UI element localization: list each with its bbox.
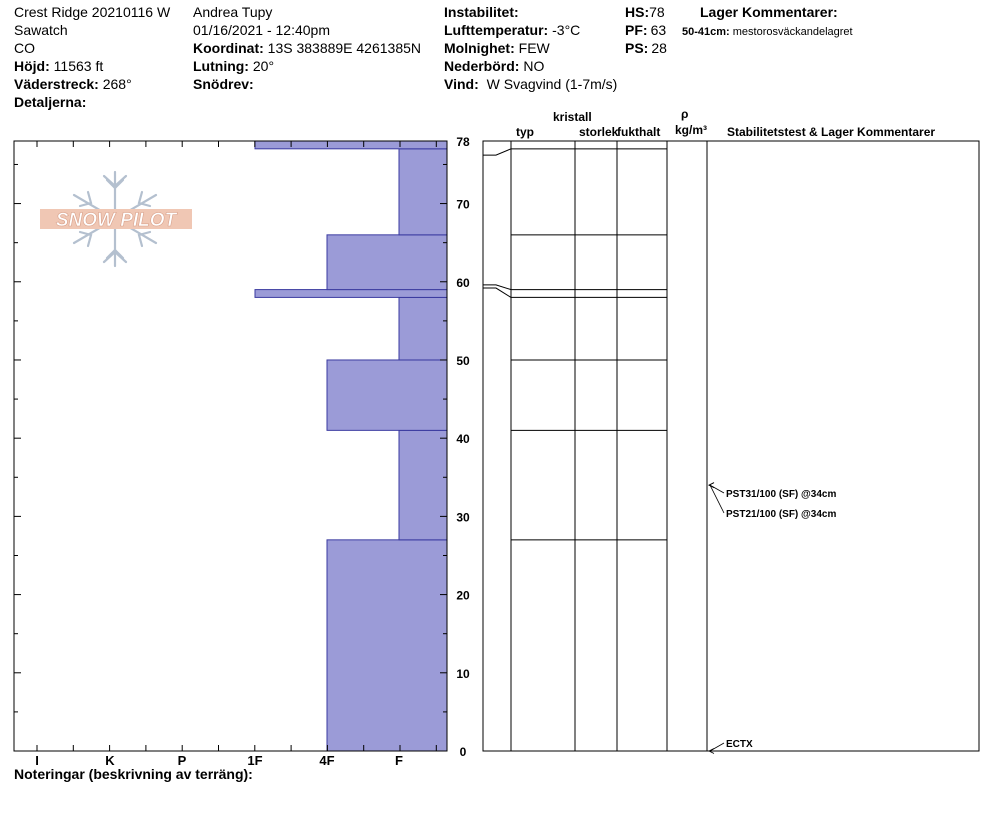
hardness-bar-2 — [326, 359, 448, 431]
hardness-bar-1 — [398, 429, 448, 541]
layer-boundaries — [483, 148, 667, 541]
slope-row: Lutning: 20° — [193, 58, 274, 74]
elevation-label: Höjd: — [14, 58, 50, 74]
wind-label: Vind: — [444, 76, 479, 92]
hardness-bar-0 — [326, 539, 448, 752]
aspect-row: Väderstreck: 268° — [14, 76, 132, 92]
height-label-0: 0 — [460, 745, 467, 759]
elevation-value: 11563 ft — [53, 58, 104, 74]
hardness-bar-7 — [254, 140, 448, 150]
range-name: Sawatch — [14, 22, 68, 38]
logo-text: SNOW PILOT — [56, 210, 178, 231]
height-label-60: 60 — [456, 276, 470, 290]
hardness-chart-frame — [13, 140, 448, 752]
moisture-header: fukthalt — [617, 125, 661, 139]
ps-value: 28 — [651, 40, 667, 56]
test-arrow-2 — [708, 748, 715, 754]
coordinate-row: Koordinat: 13S 383889E 4261385N — [193, 40, 421, 56]
layer-table-frame — [482, 140, 980, 752]
details-label: Detaljerna: — [14, 94, 87, 110]
aspect-value: 268° — [102, 76, 132, 92]
layer-connector-77 — [483, 148, 512, 156]
hardness-label-f: F — [395, 753, 403, 768]
airtemp-value: -3°C — [552, 22, 581, 38]
coordinate-value: 13S 383889E 4261385N — [267, 40, 422, 56]
airtemp-label: Lufttemperatur: — [444, 22, 549, 38]
ps-row: PS: 28 — [625, 40, 667, 56]
hardness-label-k: K — [105, 753, 115, 768]
hardness-bar-4 — [254, 289, 448, 298]
height-axis: 0 10 20 30 40 50 60 70 78 — [14, 135, 470, 759]
pf-row: PF: 63 — [625, 22, 666, 38]
logo-band — [40, 209, 192, 229]
height-label-78: 78 — [456, 135, 470, 149]
hardness-label-1f: 1F — [247, 753, 262, 768]
layer-comment-text: mestorosväckandelagret — [732, 26, 853, 38]
drift-label: Snödrev: — [193, 76, 254, 92]
hardness-bar-5 — [326, 234, 448, 291]
precip-row: Nederbörd: NO — [444, 58, 544, 74]
test-arrow-1 — [708, 482, 715, 488]
layer-comment-range: 50-41cm: — [682, 26, 730, 38]
test-pointer-1 — [709, 484, 725, 514]
height-label-20: 20 — [456, 589, 470, 603]
height-label-50: 50 — [456, 354, 470, 368]
elevation-row: Höjd: 11563 ft — [14, 58, 103, 74]
hs-value: 78 — [649, 4, 665, 20]
hardness-axis: I K P 1F 4F F — [35, 141, 437, 768]
height-label-40: 40 — [456, 432, 470, 446]
coordinate-label: Koordinat: — [193, 40, 264, 56]
precip-label: Nederbörd: — [444, 58, 520, 74]
type-header: typ — [516, 125, 534, 139]
height-label-30: 30 — [456, 510, 470, 524]
size-header: storlek — [579, 125, 619, 139]
hardness-bars — [254, 140, 448, 752]
wind-value: W Svagvind (1-7m/s) — [486, 76, 618, 92]
notes-label: Noteringar (beskrivning av terräng): — [14, 766, 253, 782]
slope-label: Lutning: — [193, 58, 249, 74]
rho-header: ρ — [681, 107, 689, 121]
stability-tests: PST31/100 (SF) @34cm PST21/100 (SF) @34cm… — [708, 482, 836, 754]
hardness-label-i: I — [35, 753, 39, 768]
crystal-header: kristall — [553, 110, 592, 124]
height-label-70: 70 — [456, 198, 470, 212]
slope-value: 20° — [252, 58, 275, 74]
hardness-label-4f: 4F — [319, 753, 334, 768]
hardness-label-p: P — [178, 753, 187, 768]
cloud-row: Molnighet: FEW — [444, 40, 550, 56]
aspect-label: Väderstreck: — [14, 76, 99, 92]
precip-value: NO — [523, 58, 545, 74]
airtemp-row: Lufttemperatur: -3°C — [444, 22, 580, 38]
cloud-value: FEW — [518, 40, 550, 56]
wind-row: Vind: W Svagvind (1-7m/s) — [444, 76, 617, 92]
stability-header: Stabilitetstest & Lager Kommentarer — [727, 125, 936, 139]
test-label-2: ECTX — [726, 739, 753, 750]
hs-row: HS:78 — [625, 4, 665, 20]
hardness-bar-6 — [398, 148, 448, 236]
layer-comment-row: 50-41cm: mestorosväckandelagret — [682, 24, 853, 40]
test-label-0: PST31/100 (SF) @34cm — [726, 489, 836, 500]
hs-label: HS: — [625, 4, 650, 20]
layer-table-columns — [510, 141, 708, 751]
site-name: Crest Ridge 20210116 W — [14, 4, 171, 20]
layer-connector-59 — [483, 284, 512, 291]
observer-name: Andrea Tupy — [193, 4, 273, 20]
state-name: CO — [14, 40, 35, 56]
layer-connector-58 — [483, 287, 512, 298]
layer-comments-title: Lager Kommentarer: — [700, 4, 838, 20]
test-label-1: PST21/100 (SF) @34cm — [726, 509, 836, 520]
pf-label: PF: — [625, 22, 648, 38]
hardness-bar-3 — [398, 296, 448, 361]
ps-label: PS: — [625, 40, 649, 56]
cloud-label: Molnighet: — [444, 40, 515, 56]
snowpilot-logo: SNOW PILOT — [40, 170, 192, 268]
height-label-10: 10 — [456, 667, 470, 681]
density-unit-header: kg/m³ — [675, 123, 708, 137]
pf-value: 63 — [650, 22, 667, 38]
instability-label: Instabilitet: — [444, 4, 519, 20]
observation-datetime: 01/16/2021 - 12:40pm — [193, 22, 330, 38]
